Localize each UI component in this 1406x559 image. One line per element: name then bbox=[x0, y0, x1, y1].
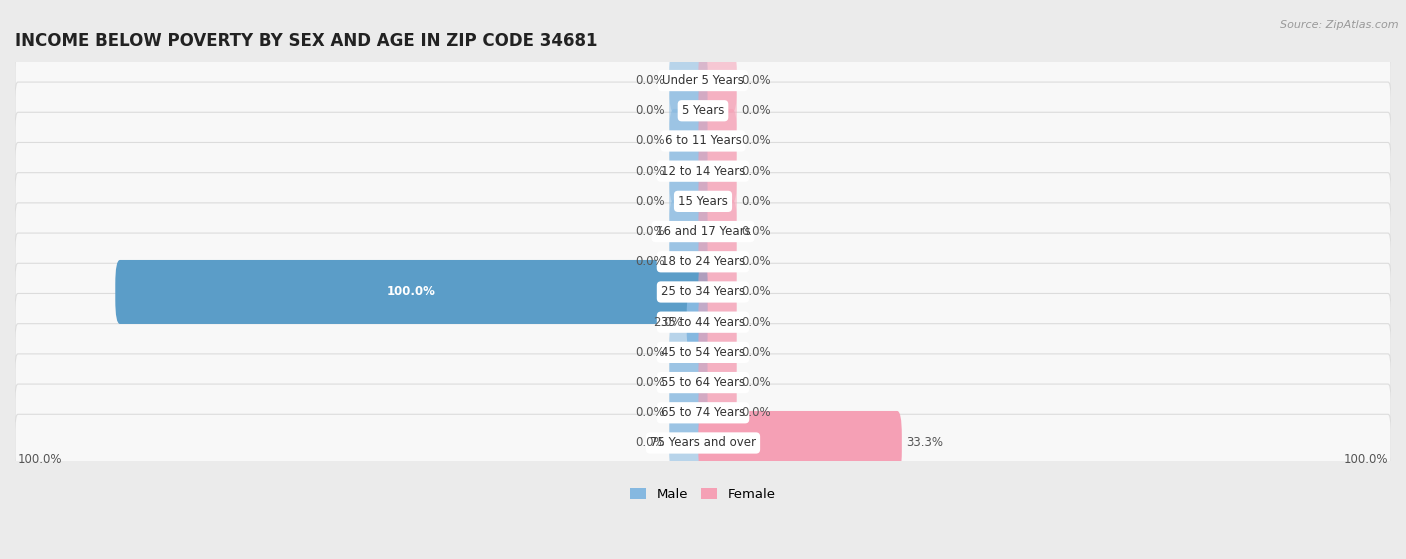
Text: Source: ZipAtlas.com: Source: ZipAtlas.com bbox=[1281, 20, 1399, 30]
Text: 0.0%: 0.0% bbox=[741, 406, 770, 419]
Text: 0.0%: 0.0% bbox=[741, 135, 770, 148]
Text: 0.0%: 0.0% bbox=[636, 135, 665, 148]
Text: 0.0%: 0.0% bbox=[741, 195, 770, 208]
FancyBboxPatch shape bbox=[669, 411, 707, 475]
FancyBboxPatch shape bbox=[15, 263, 1391, 321]
Text: 16 and 17 Years: 16 and 17 Years bbox=[655, 225, 751, 238]
Text: 18 to 24 Years: 18 to 24 Years bbox=[661, 255, 745, 268]
FancyBboxPatch shape bbox=[699, 320, 737, 385]
Text: 0.0%: 0.0% bbox=[636, 346, 665, 359]
FancyBboxPatch shape bbox=[669, 381, 707, 445]
FancyBboxPatch shape bbox=[15, 203, 1391, 260]
Text: 12 to 14 Years: 12 to 14 Years bbox=[661, 165, 745, 178]
FancyBboxPatch shape bbox=[699, 200, 737, 264]
Text: 35 to 44 Years: 35 to 44 Years bbox=[661, 316, 745, 329]
FancyBboxPatch shape bbox=[699, 79, 737, 143]
Text: Under 5 Years: Under 5 Years bbox=[662, 74, 744, 87]
FancyBboxPatch shape bbox=[699, 290, 737, 354]
FancyBboxPatch shape bbox=[669, 79, 707, 143]
Text: 100.0%: 100.0% bbox=[18, 453, 62, 466]
FancyBboxPatch shape bbox=[15, 324, 1391, 381]
Text: 5 Years: 5 Years bbox=[682, 105, 724, 117]
Text: 65 to 74 Years: 65 to 74 Years bbox=[661, 406, 745, 419]
Text: 0.0%: 0.0% bbox=[636, 406, 665, 419]
FancyBboxPatch shape bbox=[15, 52, 1391, 109]
Text: 15 Years: 15 Years bbox=[678, 195, 728, 208]
FancyBboxPatch shape bbox=[15, 293, 1391, 351]
FancyBboxPatch shape bbox=[699, 139, 737, 203]
FancyBboxPatch shape bbox=[669, 320, 707, 385]
Legend: Male, Female: Male, Female bbox=[626, 482, 780, 506]
Text: 45 to 54 Years: 45 to 54 Years bbox=[661, 346, 745, 359]
FancyBboxPatch shape bbox=[669, 230, 707, 294]
Text: 0.0%: 0.0% bbox=[636, 165, 665, 178]
Text: 0.0%: 0.0% bbox=[741, 286, 770, 299]
Text: 0.0%: 0.0% bbox=[741, 376, 770, 389]
Text: 2.0%: 2.0% bbox=[652, 316, 682, 329]
Text: 33.3%: 33.3% bbox=[905, 437, 943, 449]
Text: 0.0%: 0.0% bbox=[636, 225, 665, 238]
Text: 0.0%: 0.0% bbox=[636, 376, 665, 389]
FancyBboxPatch shape bbox=[15, 112, 1391, 169]
Text: 0.0%: 0.0% bbox=[636, 195, 665, 208]
Text: 0.0%: 0.0% bbox=[741, 316, 770, 329]
Text: INCOME BELOW POVERTY BY SEX AND AGE IN ZIP CODE 34681: INCOME BELOW POVERTY BY SEX AND AGE IN Z… bbox=[15, 32, 598, 50]
Text: 0.0%: 0.0% bbox=[741, 74, 770, 87]
Text: 100.0%: 100.0% bbox=[387, 286, 436, 299]
FancyBboxPatch shape bbox=[699, 169, 737, 233]
Text: 0.0%: 0.0% bbox=[741, 165, 770, 178]
Text: 0.0%: 0.0% bbox=[636, 255, 665, 268]
FancyBboxPatch shape bbox=[15, 173, 1391, 230]
Text: 100.0%: 100.0% bbox=[1344, 453, 1388, 466]
FancyBboxPatch shape bbox=[669, 109, 707, 173]
FancyBboxPatch shape bbox=[699, 350, 737, 415]
Text: 6 to 11 Years: 6 to 11 Years bbox=[665, 135, 741, 148]
FancyBboxPatch shape bbox=[669, 350, 707, 415]
Text: 0.0%: 0.0% bbox=[741, 346, 770, 359]
Text: 75 Years and over: 75 Years and over bbox=[650, 437, 756, 449]
Text: 0.0%: 0.0% bbox=[636, 74, 665, 87]
FancyBboxPatch shape bbox=[15, 233, 1391, 291]
FancyBboxPatch shape bbox=[699, 411, 901, 475]
FancyBboxPatch shape bbox=[699, 260, 737, 324]
FancyBboxPatch shape bbox=[699, 381, 737, 445]
FancyBboxPatch shape bbox=[669, 49, 707, 112]
FancyBboxPatch shape bbox=[699, 109, 737, 173]
Text: 0.0%: 0.0% bbox=[741, 225, 770, 238]
FancyBboxPatch shape bbox=[699, 230, 737, 294]
FancyBboxPatch shape bbox=[15, 354, 1391, 411]
Text: 0.0%: 0.0% bbox=[741, 255, 770, 268]
FancyBboxPatch shape bbox=[15, 143, 1391, 200]
FancyBboxPatch shape bbox=[15, 384, 1391, 442]
FancyBboxPatch shape bbox=[15, 414, 1391, 472]
FancyBboxPatch shape bbox=[115, 260, 707, 324]
Text: 0.0%: 0.0% bbox=[741, 105, 770, 117]
FancyBboxPatch shape bbox=[699, 49, 737, 112]
FancyBboxPatch shape bbox=[669, 169, 707, 233]
FancyBboxPatch shape bbox=[669, 200, 707, 264]
FancyBboxPatch shape bbox=[686, 290, 707, 354]
Text: 55 to 64 Years: 55 to 64 Years bbox=[661, 376, 745, 389]
FancyBboxPatch shape bbox=[669, 139, 707, 203]
FancyBboxPatch shape bbox=[15, 82, 1391, 139]
Text: 0.0%: 0.0% bbox=[636, 437, 665, 449]
Text: 0.0%: 0.0% bbox=[636, 105, 665, 117]
Text: 25 to 34 Years: 25 to 34 Years bbox=[661, 286, 745, 299]
